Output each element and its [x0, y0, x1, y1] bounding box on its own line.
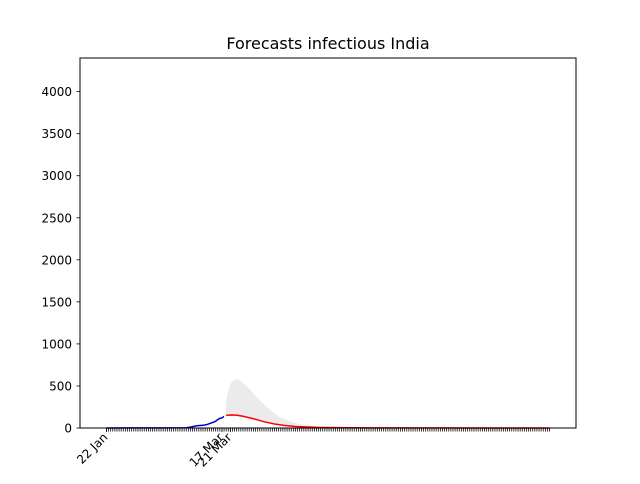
chart-title: Forecasts infectious India: [226, 34, 429, 53]
y-tick-label: 500: [49, 379, 72, 393]
y-tick-label: 2500: [41, 211, 72, 225]
y-tick-label: 4000: [41, 85, 72, 99]
y-axis: 0 500 1000 1500 2000 2500 3000 3500 4000: [41, 85, 80, 436]
y-tick-label: 2000: [41, 253, 72, 267]
y-tick-label: 0: [64, 422, 72, 436]
y-tick-label: 1000: [41, 337, 72, 351]
y-tick-label: 1500: [41, 295, 72, 309]
series-layer: [106, 414, 550, 429]
y-tick-label: 3500: [41, 127, 72, 141]
plot-frame: [79, 57, 577, 429]
uncertainty-band-layer: [226, 379, 550, 428]
x-tick-label: 22 Jan: [74, 430, 110, 466]
observed-line: [106, 415, 225, 429]
y-tick-label: 3000: [41, 169, 72, 183]
uncertainty-band: [226, 379, 550, 428]
